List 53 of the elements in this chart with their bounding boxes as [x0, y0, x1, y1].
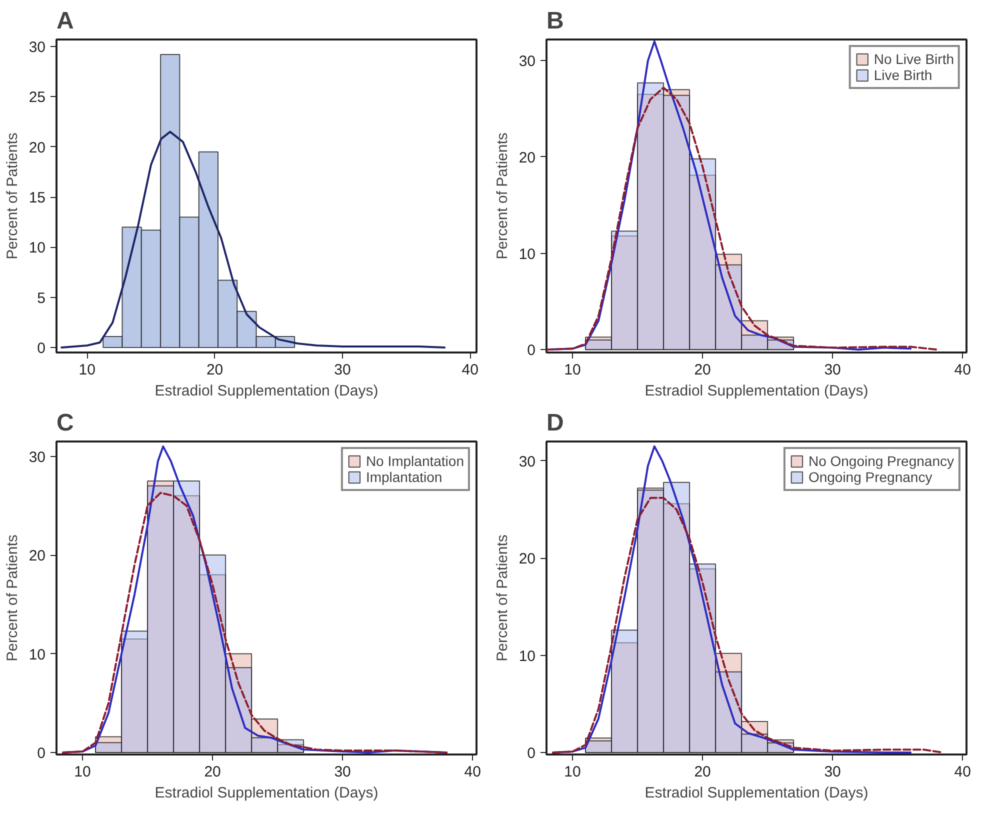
chart-title: C	[56, 410, 74, 436]
legend-label: Implantation	[366, 469, 442, 485]
x-axis-title: Estradiol Supplementation (Days)	[644, 784, 868, 802]
x-tick-label: 20	[204, 764, 221, 780]
y-axis-title: Percent of Patients	[494, 534, 511, 662]
x-axis-title: Estradiol Supplementation (Days)	[154, 382, 378, 400]
legend-label: No Implantation	[366, 453, 464, 469]
y-tick-label: 20	[28, 548, 46, 565]
y-tick-label: 25	[28, 89, 46, 106]
y-tick-label: 20	[518, 550, 536, 568]
y-axis-title: Percent of Patients	[4, 132, 21, 260]
x-tick-label: 30	[334, 764, 351, 780]
x-tick-label: 40	[954, 362, 971, 378]
y-tick-label: 30	[518, 453, 536, 470]
x-tick-label: 10	[74, 764, 91, 780]
x-tick-label: 20	[694, 764, 711, 780]
x-tick-label: 30	[824, 362, 841, 378]
chart-title: D	[546, 410, 564, 436]
x-tick-label: 30	[824, 764, 841, 780]
x-tick-label: 40	[462, 362, 478, 378]
x-tick-label: 10	[564, 764, 581, 780]
chart-title: B	[546, 8, 564, 34]
legend-label: Ongoing Pregnancy	[808, 469, 932, 485]
x-tick-label: 10	[78, 362, 96, 378]
legend-label: No Ongoing Pregnancy	[808, 453, 954, 469]
y-tick-label: 0	[37, 745, 46, 762]
x-tick-label: 10	[564, 362, 581, 378]
x-tick-label: 20	[694, 362, 711, 378]
y-tick-label: 20	[28, 139, 46, 156]
y-tick-label: 30	[28, 39, 46, 56]
x-axis-title: Estradiol Supplementation (Days)	[154, 784, 378, 802]
y-tick-label: 0	[527, 342, 536, 360]
x-axis-title: Estradiol Supplementation (Days)	[644, 382, 868, 400]
y-tick-label: 10	[28, 646, 46, 664]
y-tick-label: 5	[37, 290, 46, 307]
legend-label: No Live Birth	[874, 51, 954, 67]
x-tick-label: 30	[334, 362, 351, 378]
y-tick-label: 10	[28, 240, 46, 257]
y-tick-label: 20	[518, 149, 536, 166]
y-axis-title: Percent of Patients	[4, 534, 21, 662]
y-tick-label: 0	[37, 340, 46, 357]
chart-title: A	[56, 8, 74, 34]
y-tick-label: 30	[518, 53, 536, 70]
x-tick-label: 40	[464, 764, 481, 780]
y-tick-label: 0	[527, 745, 536, 762]
legend-label: Live Birth	[874, 67, 932, 83]
y-tick-label: 10	[518, 648, 536, 665]
x-tick-label: 20	[206, 362, 224, 378]
y-tick-label: 10	[518, 246, 536, 263]
x-tick-label: 40	[954, 764, 971, 780]
y-tick-label: 15	[28, 190, 46, 207]
y-tick-label: 30	[28, 448, 46, 466]
y-axis-title: Percent of Patients	[494, 132, 511, 260]
